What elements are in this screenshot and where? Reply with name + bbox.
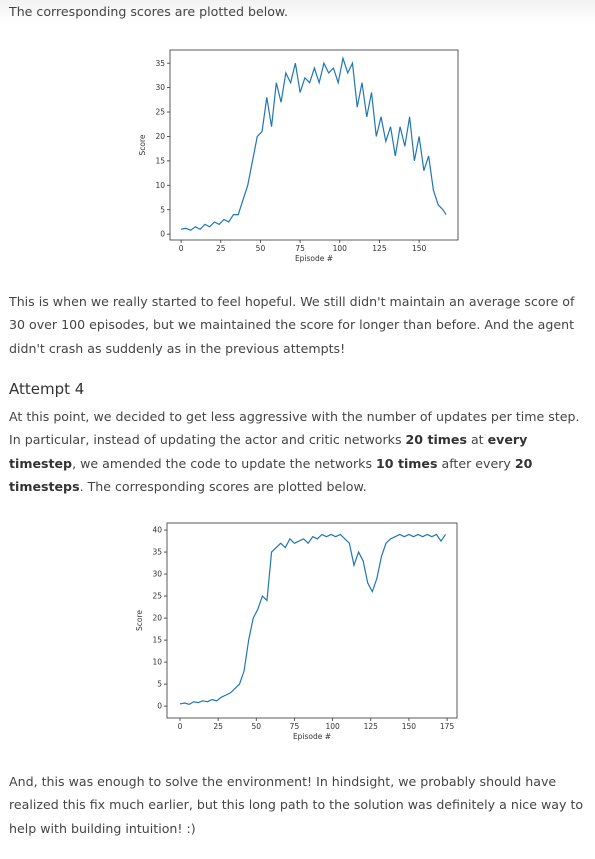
plot-frame (169, 49, 459, 241)
text-run: And, this was enough to solve the enviro… (9, 774, 584, 836)
chart: 0 5 10 15 20 25 30 35 40 0 25 50 75 100 125 150 175 Episo… (135, 522, 458, 741)
x-tick-label: 100 (333, 244, 348, 253)
text-run: At this point, we decided to get less ag… (9, 409, 580, 448)
x-tick-label: 75 (290, 722, 300, 731)
text-run: at (466, 432, 488, 448)
y-tick-label: 15 (152, 636, 162, 645)
x-tick-label: 50 (256, 244, 266, 253)
y-tick-label: 5 (160, 205, 165, 214)
y-axis-label: Score (138, 134, 147, 155)
y-tick-label: 25 (155, 108, 165, 117)
x-axis-label: Episode # (295, 254, 333, 263)
y-tick-label: 35 (155, 59, 165, 68)
x-tick-label: 75 (295, 244, 305, 253)
text-run: after every (437, 455, 515, 471)
bold-text: every timestep (9, 432, 528, 471)
intro-text: The corresponding scores are plotted bel… (9, 4, 289, 19)
y-tick-label: 5 (157, 680, 162, 689)
bold-text: 20 timesteps (9, 455, 533, 494)
y-tick-label: 30 (152, 570, 162, 579)
paragraph: This is when we really started to feel h… (9, 290, 585, 360)
x-axis-label: Episode # (293, 732, 331, 741)
top-band (0, 0, 595, 24)
x-tick-label: 0 (178, 722, 183, 731)
heading: Attempt 4 (9, 380, 85, 398)
score-line (180, 55, 447, 231)
x-tick-label: 0 (179, 244, 184, 253)
chart: 0 5 10 15 20 25 30 35 0 25 50 75 100 125 150 Episode # S… (138, 49, 459, 263)
x-tick-label: 150 (402, 722, 417, 731)
x-tick-label: 100 (325, 722, 340, 731)
x-tick-label: 25 (216, 244, 226, 253)
y-tick-label: 40 (152, 526, 162, 535)
paragraph: And, this was enough to solve the enviro… (9, 770, 585, 840)
y-tick-label: 0 (160, 230, 165, 239)
y-tick-label: 20 (152, 614, 162, 623)
text-run: . The corresponding scores are plotted b… (79, 478, 367, 494)
x-tick-label: 125 (372, 244, 387, 253)
score-line (179, 533, 447, 705)
y-tick-label: 0 (157, 702, 162, 711)
x-tick-label: 50 (252, 722, 262, 731)
x-tick-label: 125 (364, 722, 379, 731)
y-tick-label: 15 (155, 156, 165, 165)
y-tick-label: 25 (152, 592, 162, 601)
text-run: , we amended the code to update the netw… (72, 455, 377, 471)
y-tick-label: 35 (152, 548, 162, 557)
x-tick-label: 175 (440, 722, 455, 731)
bold-text: 20 times (405, 432, 467, 448)
x-tick-label: 150 (412, 244, 427, 253)
paragraph: At this point, we decided to get less ag… (9, 405, 585, 498)
y-tick-label: 10 (155, 181, 165, 190)
y-tick-label: 10 (152, 658, 162, 667)
y-tick-label: 30 (155, 83, 165, 92)
x-tick-label: 25 (213, 722, 223, 731)
plot-frame (166, 522, 458, 719)
text-run: This is when we really started to feel h… (9, 294, 575, 356)
y-tick-label: 20 (155, 132, 165, 141)
y-axis-label: Score (135, 610, 144, 631)
bold-text: 10 times (376, 455, 438, 471)
